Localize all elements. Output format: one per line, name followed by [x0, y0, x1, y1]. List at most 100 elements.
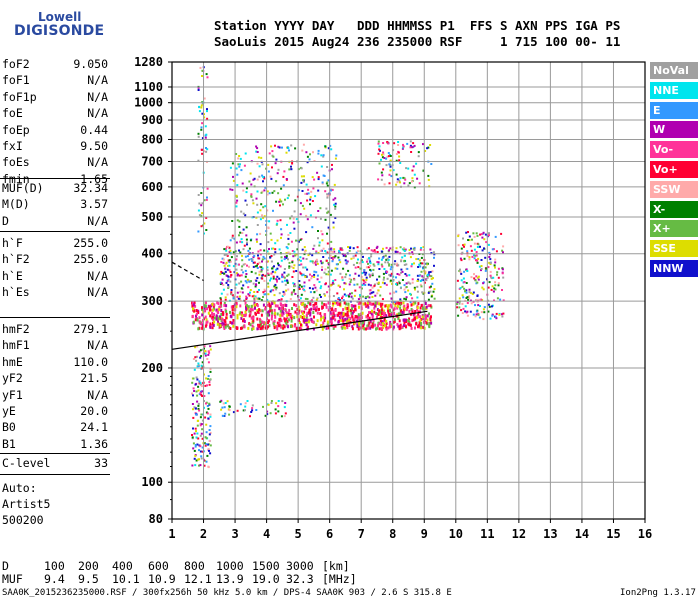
- echo-point: [291, 250, 294, 252]
- echo-point: [192, 447, 195, 450]
- echo-point: [495, 312, 498, 315]
- echo-point: [395, 250, 397, 253]
- y-tick-label: 500: [141, 210, 163, 224]
- echo-point: [207, 350, 210, 353]
- echo-point: [232, 411, 235, 414]
- echo-point: [379, 286, 382, 288]
- echo-point: [293, 289, 296, 292]
- echo-point: [238, 263, 240, 266]
- echo-point: [429, 271, 432, 273]
- echo-point: [341, 297, 343, 300]
- echo-point: [424, 306, 427, 310]
- echo-point: [246, 264, 248, 267]
- echo-point: [209, 415, 212, 418]
- echo-point: [213, 303, 216, 307]
- echo-point: [432, 251, 435, 254]
- echo-point: [337, 298, 340, 301]
- echo-point: [310, 307, 313, 311]
- echo-point: [275, 200, 278, 203]
- echo-point: [431, 282, 434, 285]
- echo-point: [317, 237, 319, 240]
- echo-point: [278, 146, 281, 149]
- echo-point: [199, 356, 202, 359]
- y-tick-label: 700: [141, 154, 163, 168]
- echo-point: [191, 436, 194, 439]
- echo-point: [193, 301, 196, 305]
- echo-point: [259, 243, 262, 246]
- echo-point: [194, 464, 197, 467]
- param-name: hmF2: [2, 322, 30, 336]
- echo-point: [321, 327, 324, 331]
- echo-point: [255, 279, 258, 282]
- echo-point: [499, 298, 502, 301]
- x-tick-label: 6: [326, 527, 333, 541]
- echo-point: [419, 265, 422, 268]
- echo-point: [329, 213, 332, 216]
- echo-point: [349, 317, 352, 320]
- echo-point: [473, 273, 475, 276]
- echo-point: [196, 345, 199, 348]
- trace-line-profile: [171, 310, 428, 350]
- echo-point: [404, 307, 407, 311]
- x-tick-label: 10: [449, 527, 463, 541]
- param-name: h`F: [2, 236, 23, 250]
- echo-point: [384, 261, 387, 264]
- echo-point: [385, 327, 388, 331]
- echo-point: [294, 292, 297, 295]
- echo-point: [203, 304, 206, 308]
- echo-point: [229, 314, 232, 318]
- echo-point: [192, 377, 195, 380]
- echo-point: [249, 312, 252, 316]
- echo-point: [403, 318, 406, 322]
- y-tick-label: 900: [141, 113, 163, 127]
- echo-point: [478, 316, 481, 319]
- echo-point: [388, 264, 391, 267]
- echo-point: [371, 325, 374, 329]
- echo-point: [341, 311, 343, 315]
- echo-point: [274, 315, 277, 319]
- echo-point: [418, 263, 421, 266]
- echo-point: [337, 320, 340, 324]
- echo-point: [205, 198, 208, 201]
- echo-point: [282, 175, 285, 178]
- echo-point: [315, 289, 318, 292]
- echo-point: [411, 310, 414, 314]
- echo-point: [289, 325, 292, 328]
- echo-point: [461, 312, 464, 314]
- echo-point: [293, 227, 296, 230]
- echo-point: [403, 177, 406, 180]
- echo-point: [207, 407, 210, 410]
- echo-point: [420, 247, 423, 249]
- echo-point: [315, 308, 317, 312]
- echo-point: [272, 247, 275, 250]
- echo-point: [493, 264, 496, 267]
- echo-point: [208, 308, 211, 312]
- echo-point: [481, 236, 484, 239]
- echo-point: [256, 309, 259, 312]
- echo-point: [477, 313, 480, 316]
- echo-point: [275, 402, 278, 405]
- echo-point: [240, 238, 243, 241]
- echo-point: [334, 207, 337, 210]
- echo-point: [309, 198, 312, 201]
- echo-point: [221, 414, 224, 417]
- echo-point: [409, 140, 412, 143]
- echo-point: [315, 323, 318, 327]
- echo-point: [285, 256, 288, 259]
- echo-point: [427, 298, 430, 301]
- echo-point: [204, 352, 207, 355]
- echo-point: [329, 311, 332, 314]
- echo-point: [191, 403, 194, 405]
- echo-point: [249, 172, 252, 175]
- echo-point: [395, 173, 398, 176]
- echo-point: [305, 305, 308, 308]
- echo-point: [489, 262, 492, 264]
- echo-point: [300, 323, 302, 327]
- echo-point: [247, 293, 250, 296]
- echo-point: [206, 187, 209, 190]
- echo-point: [326, 326, 329, 330]
- echo-point: [233, 307, 235, 311]
- echo-point: [371, 286, 374, 289]
- echo-point: [398, 282, 401, 285]
- echo-point: [224, 320, 227, 324]
